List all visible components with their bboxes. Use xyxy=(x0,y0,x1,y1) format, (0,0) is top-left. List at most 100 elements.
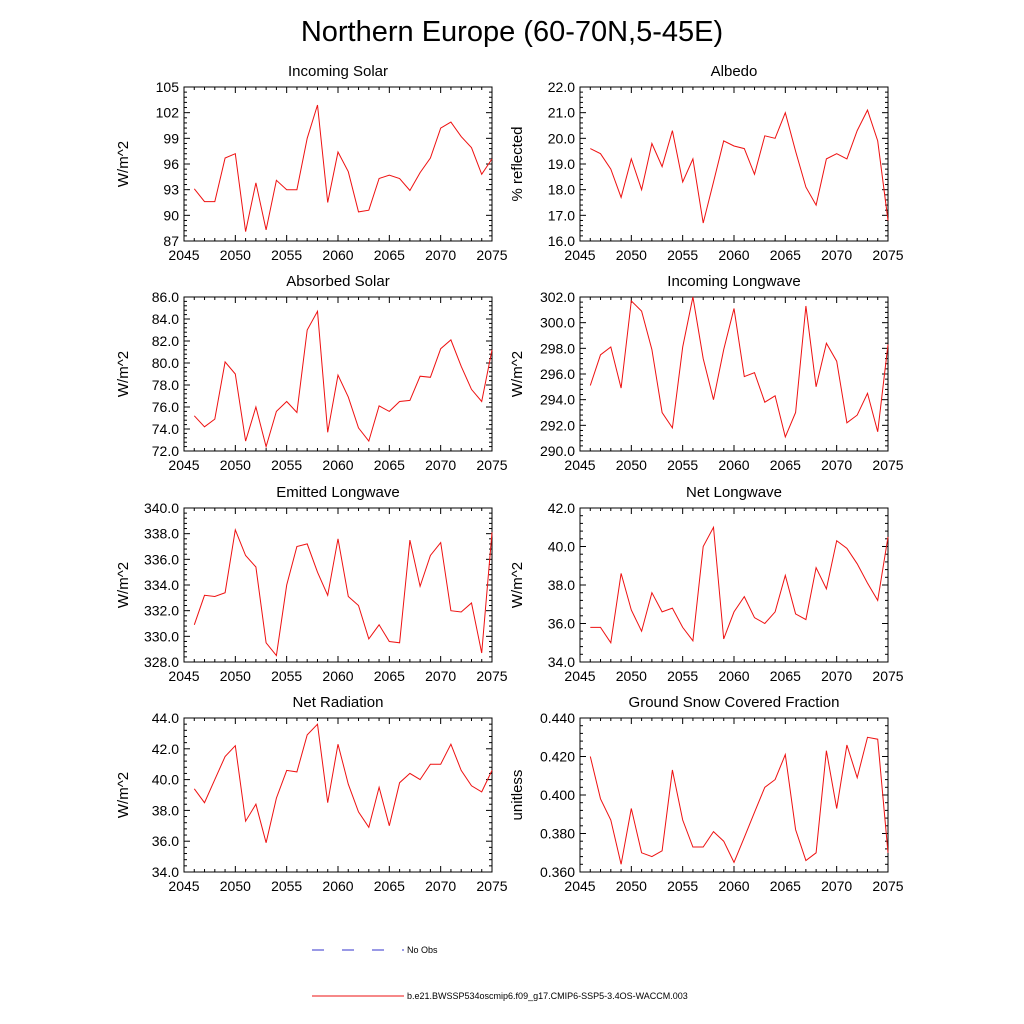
y-tick-label: 296.0 xyxy=(540,366,575,382)
panel-title: Ground Snow Covered Fraction xyxy=(629,694,840,711)
series-line xyxy=(590,108,889,224)
y-tick-label: 330.0 xyxy=(144,628,179,644)
y-tick-label: 42.0 xyxy=(152,741,179,757)
x-tick-label: 2045 xyxy=(564,247,595,263)
x-tick-label: 2065 xyxy=(374,668,405,684)
y-tick-label: 0.440 xyxy=(540,710,575,726)
x-tick-label: 2050 xyxy=(220,247,251,263)
x-tick-label: 2055 xyxy=(667,457,698,473)
y-tick-label: 340.0 xyxy=(144,500,179,516)
x-tick-label: 2050 xyxy=(616,878,647,894)
y-tick-label: 96 xyxy=(163,156,179,172)
x-tick-label: 2060 xyxy=(718,457,749,473)
x-tick-label: 2065 xyxy=(374,247,405,263)
y-tick-label: 328.0 xyxy=(144,654,179,670)
y-tick-label: 84.0 xyxy=(152,311,179,327)
x-tick-label: 2045 xyxy=(564,457,595,473)
legend-label-model: b.e21.BWSSP534oscmip6.f09_g17.CMIP6-SSP5… xyxy=(407,991,688,1001)
x-tick-label: 2070 xyxy=(425,247,456,263)
y-tick-label: 40.0 xyxy=(152,772,179,788)
x-tick-label: 2055 xyxy=(667,668,698,684)
x-tick-label: 2075 xyxy=(476,457,507,473)
x-tick-label: 2065 xyxy=(374,878,405,894)
y-axis-label: unitless xyxy=(509,770,526,821)
figure-title: Northern Europe (60-70N,5-45E) xyxy=(301,16,723,48)
x-tick-label: 2045 xyxy=(564,878,595,894)
x-tick-label: 2055 xyxy=(271,247,302,263)
y-tick-label: 42.0 xyxy=(548,500,575,516)
x-tick-label: 2045 xyxy=(168,878,199,894)
panel-title: Net Longwave xyxy=(686,484,782,501)
x-tick-label: 2065 xyxy=(770,247,801,263)
panel-albedo: Albedo 2045 2050 2055 2060 2065 2070 2075 16.0 17… xyxy=(509,63,904,263)
y-tick-label: 0.420 xyxy=(540,749,575,765)
x-tick-label: 2075 xyxy=(476,247,507,263)
y-tick-label: 102 xyxy=(156,105,180,121)
x-tick-label: 2055 xyxy=(271,878,302,894)
y-axis-label: W/m^2 xyxy=(115,772,132,818)
panels: Incoming Solar 2045 2050 2055 2060 2065 2070 20… xyxy=(115,63,904,894)
x-tick-label: 2050 xyxy=(220,668,251,684)
y-tick-label: 36.0 xyxy=(548,616,575,632)
panel-title: Albedo xyxy=(711,63,758,80)
x-tick-label: 2075 xyxy=(476,668,507,684)
x-tick-label: 2070 xyxy=(821,457,852,473)
x-tick-label: 2060 xyxy=(322,247,353,263)
plot-frame xyxy=(183,507,493,663)
y-tick-label: 17.0 xyxy=(548,207,575,223)
x-tick-label: 2050 xyxy=(220,878,251,894)
x-tick-label: 2050 xyxy=(616,668,647,684)
y-tick-label: 78.0 xyxy=(152,377,179,393)
panel-title: Absorbed Solar xyxy=(286,273,389,290)
x-tick-label: 2070 xyxy=(425,878,456,894)
x-tick-label: 2055 xyxy=(667,878,698,894)
x-tick-label: 2060 xyxy=(322,878,353,894)
x-tick-label: 2070 xyxy=(821,878,852,894)
legend-label-no-obs: No Obs xyxy=(407,945,438,955)
y-tick-label: 0.380 xyxy=(540,826,575,842)
panel-incoming-solar: Incoming Solar 2045 2050 2055 2060 2065 2070 20… xyxy=(115,63,508,263)
y-tick-label: 300.0 xyxy=(540,315,575,331)
y-tick-label: 22.0 xyxy=(548,79,575,95)
x-tick-label: 2055 xyxy=(271,457,302,473)
x-tick-label: 2065 xyxy=(374,457,405,473)
y-axis-label: W/m^2 xyxy=(509,351,526,397)
y-tick-label: 105 xyxy=(156,79,180,95)
panel-emitted-longwave: Emitted Longwave 2045 2050 2055 2060 2065 2070… xyxy=(115,484,508,684)
plot-frame xyxy=(183,717,493,873)
y-tick-label: 336.0 xyxy=(144,551,179,567)
plot-frame xyxy=(579,717,889,873)
x-tick-label: 2060 xyxy=(718,668,749,684)
x-tick-label: 2075 xyxy=(476,878,507,894)
y-tick-label: 72.0 xyxy=(152,443,179,459)
y-tick-label: 80.0 xyxy=(152,355,179,371)
x-tick-label: 2060 xyxy=(322,668,353,684)
x-tick-label: 2055 xyxy=(271,668,302,684)
plot-frame xyxy=(579,86,889,242)
x-tick-label: 2050 xyxy=(220,457,251,473)
y-tick-label: 0.360 xyxy=(540,864,575,880)
y-tick-label: 338.0 xyxy=(144,526,179,542)
y-tick-label: 99 xyxy=(163,130,179,146)
y-tick-label: 36.0 xyxy=(152,833,179,849)
x-tick-label: 2070 xyxy=(821,247,852,263)
x-tick-label: 2070 xyxy=(425,457,456,473)
panel-net-radiation: Net Radiation 2045 2050 2055 2060 2065 2070 207… xyxy=(115,694,508,894)
panel-title: Incoming Solar xyxy=(288,63,388,80)
x-tick-label: 2075 xyxy=(872,668,903,684)
y-tick-label: 82.0 xyxy=(152,333,179,349)
y-tick-label: 76.0 xyxy=(152,399,179,415)
legend: No Obs b.e21.BWSSP534oscmip6.f09_g17.CMI… xyxy=(312,945,688,1001)
y-tick-label: 332.0 xyxy=(144,603,179,619)
panel-title: Emitted Longwave xyxy=(276,484,399,501)
y-tick-label: 34.0 xyxy=(152,864,179,880)
x-tick-label: 2070 xyxy=(821,668,852,684)
y-tick-label: 86.0 xyxy=(152,289,179,305)
x-tick-label: 2045 xyxy=(168,457,199,473)
panel-title: Net Radiation xyxy=(293,694,384,711)
x-tick-label: 2060 xyxy=(322,457,353,473)
x-tick-label: 2050 xyxy=(616,247,647,263)
y-axis-label: W/m^2 xyxy=(115,351,132,397)
y-tick-label: 0.400 xyxy=(540,787,575,803)
